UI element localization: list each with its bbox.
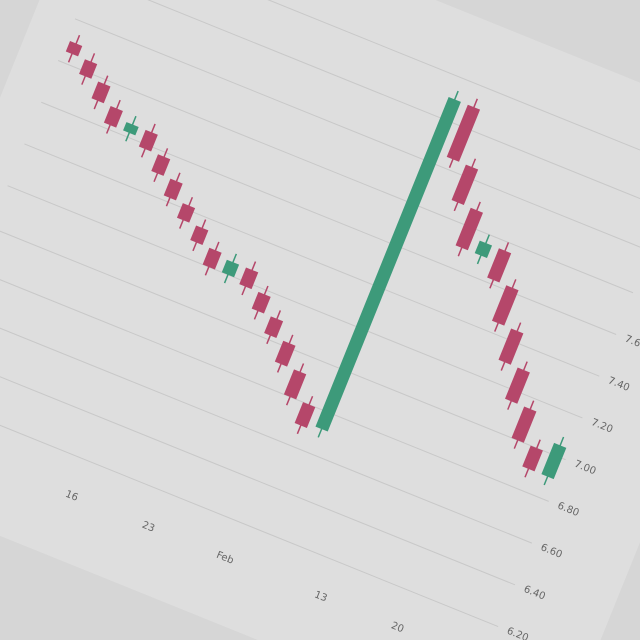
candle-body [239,267,259,290]
candle-body [505,367,530,404]
candle-body [221,259,240,278]
candle-body [283,369,307,400]
candle-body [151,154,171,176]
grid-line [108,0,640,169]
grid-line [0,393,499,628]
grid-line [0,226,566,461]
candle-body [498,328,524,365]
grid-line [41,101,617,335]
candle-body [190,225,209,246]
candle-body [202,247,222,270]
candle-body [103,105,123,128]
x-tick-label: 23 [140,520,156,535]
candle-body [541,442,567,480]
x-tick-label: 13 [313,589,329,604]
grid-line [91,0,640,210]
candle-body [491,285,519,326]
candle-body [511,406,537,443]
candle-body [294,402,316,428]
grid-line [24,143,600,377]
candle-body [163,178,183,201]
candle-body [455,207,483,251]
grid-line [0,310,533,544]
grid-line [0,268,549,502]
x-tick-label: 20 [389,620,405,635]
candle-body [123,122,139,136]
candle-body [91,81,111,104]
candle-body [251,291,271,314]
candle-body [446,104,481,162]
candle-body [176,203,196,223]
candle-body [474,240,493,259]
grid-line [0,352,516,586]
candle-body [274,340,296,367]
candle-body [315,96,461,432]
grid-line [7,185,583,419]
grid-line [57,60,634,294]
candle-body [65,41,83,57]
x-tick-label: 16 [64,489,80,504]
candle-body [522,445,543,472]
candle-body [264,316,284,338]
candle-body [138,129,158,152]
candle-body [79,59,98,79]
candle-body [451,164,479,206]
candle-body [487,248,512,283]
grid-line [74,18,640,252]
